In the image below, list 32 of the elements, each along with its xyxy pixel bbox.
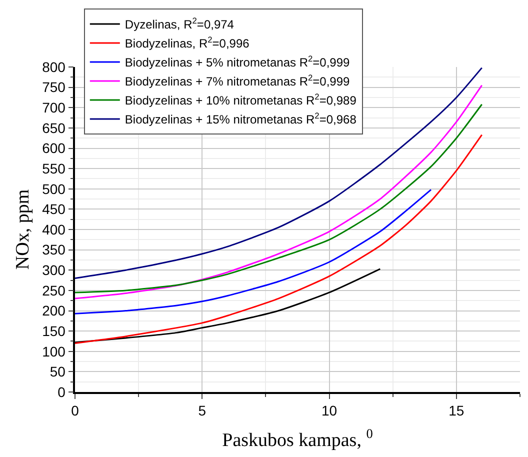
y-tick-label: 400 [42,221,66,238]
y-tick-label: 350 [42,242,66,258]
legend-label: Dyzelinas, R$^{2}$=0,974 [124,16,234,32]
y-tick-label: 100 [42,343,66,360]
legend-label: Biodyzelinas + 5% nitrometanas R$^{2}$=0,999 [124,54,350,70]
y-tick-label: 50 [50,364,66,380]
y-axis-title: NOx, ppm [12,189,34,270]
y-tick-label: 450 [42,201,66,218]
x-tick-label: 0 [71,402,80,419]
y-tick-label: 300 [42,262,66,278]
y-tick-label: 750 [42,79,66,96]
line-series [75,67,483,279]
y-tick-label: 150 [42,322,66,339]
y-tick-label: 700 [42,100,66,116]
legend-label: Biodyzelinas + 15% nitrometanas R$^{2}$=0,968 [124,110,357,127]
y-tick-label: 550 [42,160,66,176]
legend-label: Biodyzelinas, R$^{2}$=0,996 [124,34,250,51]
y-tick-label: 250 [42,282,66,298]
line-series [75,188,432,314]
legend-label: Biodyzelinas + 10% nitrometanas R$^{2}$=0,989 [124,92,357,108]
x-axis-title: Paskubos kampas, $^{0}$ [222,426,374,451]
line-series [75,134,483,344]
x-tick-label: 10 [322,402,338,419]
y-tick-label: 800 [42,58,66,75]
y-tick-label: 650 [42,120,66,136]
y-tick-label: 0 [58,384,66,400]
legend-label: Biodyzelinas + 7% nitrometanas R$^{2}$=0,999 [124,72,350,89]
y-tick-label: 500 [42,180,66,197]
y-tick-label: 600 [42,140,66,156]
x-tick-label: 15 [448,402,464,419]
y-tick-label: 200 [42,302,66,319]
x-tick-label: 5 [198,402,206,419]
